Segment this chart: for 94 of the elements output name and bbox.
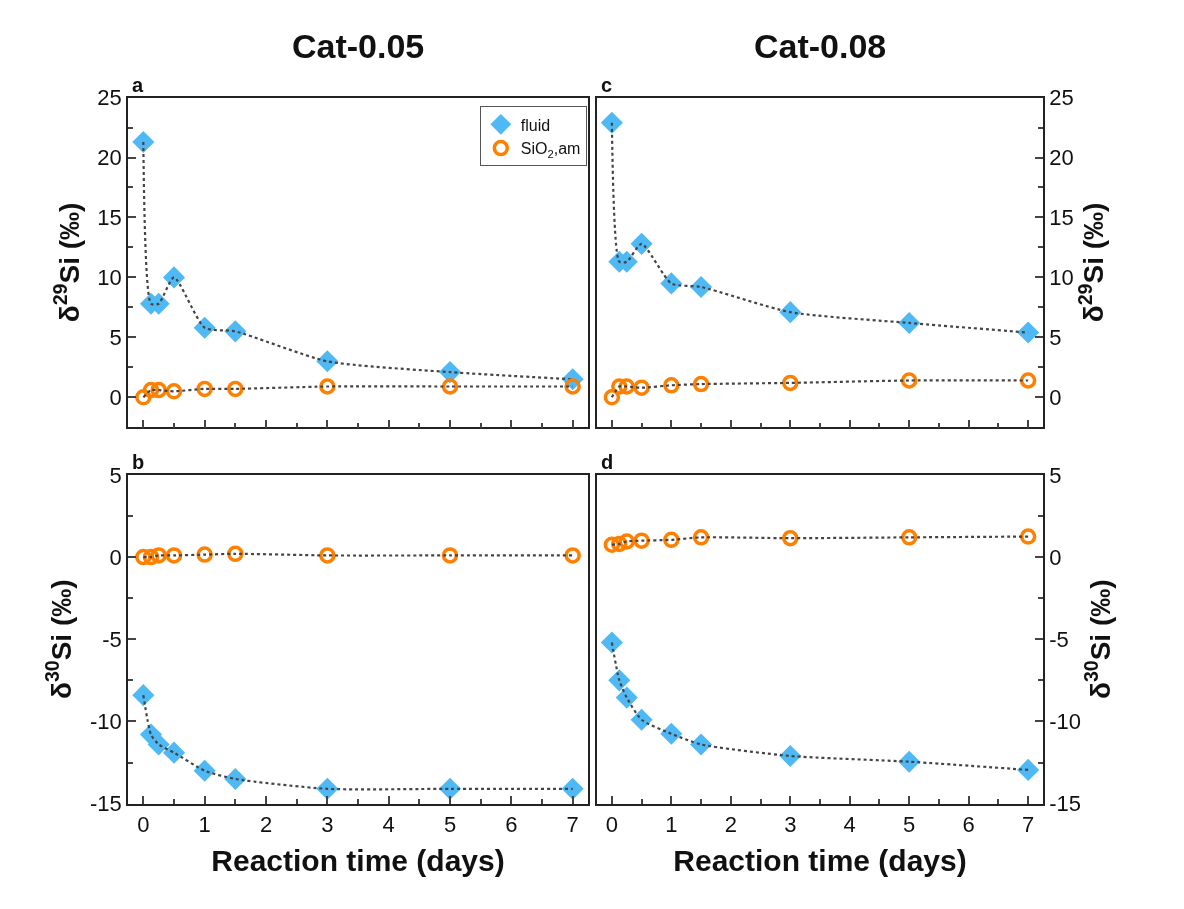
point (618, 378, 635, 395)
point (660, 272, 683, 295)
x-tick-label: 6 (505, 811, 518, 837)
point (600, 111, 623, 134)
point (615, 686, 638, 709)
point (132, 684, 155, 707)
point (690, 733, 713, 756)
point (1017, 758, 1040, 781)
chart-title: Cat-0.05 (292, 27, 425, 65)
x-tick-label: 7 (1022, 811, 1035, 837)
x-tick-label: 5 (443, 811, 457, 837)
point (132, 130, 155, 153)
y-tick-label: 0 (1049, 384, 1062, 410)
point (135, 548, 152, 566)
y-tick-label: 0 (109, 384, 122, 410)
point (1019, 372, 1037, 389)
point (618, 533, 635, 550)
y-tick-label: -5 (102, 626, 122, 652)
y-tick-label: -10 (90, 709, 122, 735)
point (660, 722, 683, 745)
y-tick-label: 0 (109, 544, 122, 570)
point (779, 301, 802, 324)
point (147, 733, 170, 756)
point (165, 383, 183, 400)
x-tick-label: 1 (665, 811, 678, 837)
y-tick-label: -5 (1049, 626, 1069, 652)
point (1017, 321, 1040, 344)
text: d (601, 451, 614, 473)
point (630, 232, 653, 255)
y-tick-label: 15 (1049, 205, 1074, 231)
point (162, 741, 186, 764)
point (441, 378, 459, 395)
point (564, 547, 581, 564)
y-tick-label: 5 (109, 325, 122, 351)
point (611, 535, 628, 553)
text: b (132, 451, 145, 473)
text: c (601, 74, 613, 96)
y-tick-label: 20 (97, 145, 122, 171)
y-tick-label: 15 (97, 205, 122, 231)
x-tick-label: 6 (962, 811, 975, 837)
point (900, 529, 918, 546)
y-tick-label: -10 (1049, 709, 1081, 735)
point (196, 380, 213, 398)
point (316, 350, 339, 373)
x-axis-title: Reaction time (days) (211, 843, 505, 877)
point (150, 547, 167, 564)
x-tick-label: 0 (137, 811, 150, 837)
point (603, 389, 621, 406)
x-tick-label: 4 (382, 811, 395, 837)
point (1019, 528, 1037, 545)
point (608, 669, 631, 692)
point (630, 708, 653, 731)
x-axis-title: Reaction time (days) (673, 843, 967, 877)
point (135, 389, 152, 406)
text: a (132, 74, 144, 96)
x-tick-label: 3 (784, 811, 797, 837)
y-tick-label: -15 (1049, 791, 1081, 817)
point (142, 381, 160, 399)
x-tick-label: 3 (321, 811, 334, 837)
y-tick-label: -15 (90, 791, 122, 817)
y-tick-label: 25 (1049, 85, 1074, 111)
x-tick-label: 2 (724, 811, 737, 837)
x-tick-label: 4 (843, 811, 856, 837)
x-tick-label: 5 (903, 811, 916, 837)
y-tick-label: 5 (109, 462, 122, 488)
point (633, 379, 650, 396)
chart-title: Cat-0.08 (754, 27, 887, 65)
x-tick-label: 2 (259, 811, 273, 837)
point (900, 372, 918, 389)
point (600, 631, 623, 654)
point (193, 316, 216, 339)
point (782, 529, 799, 547)
legend-label: SiO$_{2}$,am (520, 140, 581, 160)
y-tick-label: 10 (1049, 265, 1074, 291)
y-tick-label: 5 (1049, 462, 1062, 488)
point (162, 266, 186, 289)
y-tick-label: 10 (97, 265, 122, 291)
point (692, 375, 710, 393)
point (227, 380, 244, 398)
point (142, 548, 160, 566)
x-tick-label: 0 (605, 811, 618, 837)
y-tick-label: 5 (1049, 325, 1062, 351)
point (782, 374, 799, 392)
y-tick-label: 0 (1049, 544, 1062, 570)
x-tick-label: 7 (566, 811, 579, 837)
point (663, 377, 680, 394)
point (193, 759, 216, 782)
point (319, 547, 336, 564)
x-tick-label: 1 (198, 811, 211, 837)
y-tick-label: 20 (1049, 145, 1074, 171)
y-tick-label: 25 (97, 85, 122, 111)
point (224, 320, 247, 343)
point (561, 777, 584, 800)
legend-label: fluid (520, 116, 551, 134)
